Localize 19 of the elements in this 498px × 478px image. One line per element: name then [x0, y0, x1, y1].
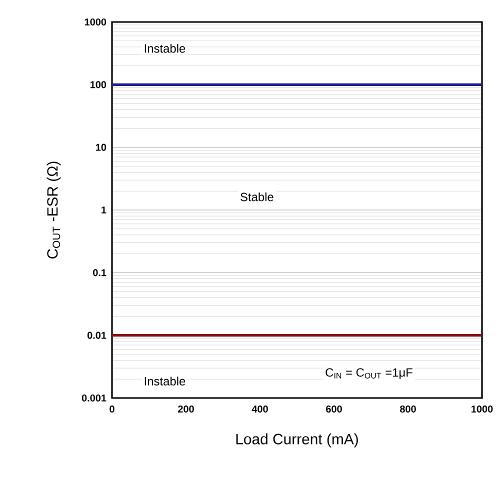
y-tick-label: 0.001 — [82, 394, 106, 402]
y-tick-label: 100 — [90, 81, 106, 88]
x-tick-label: 0 — [110, 406, 114, 413]
x-tick-label: 400 — [252, 406, 268, 413]
x-axis-title: Load Current (mA) — [236, 433, 358, 448]
y-tick-label: 1000 — [84, 18, 106, 26]
annotation: Instable — [144, 44, 186, 53]
x-tick-label: 200 — [178, 406, 194, 413]
y-tick-label: 0.01 — [87, 332, 106, 339]
y-tick-label: 10 — [96, 144, 106, 151]
annotation: Stable — [240, 192, 274, 202]
x-tick-label: 800 — [400, 406, 416, 413]
annotation: Instable — [144, 376, 186, 386]
annotation: C$_{IN}$ = C$_{OUT}$ =1μF — [326, 368, 412, 379]
y-axis-title: C$_{OUT}$ -ESR (Ω) — [46, 162, 61, 258]
x-tick-label: 600 — [326, 406, 342, 413]
y-tick-label: 1 — [102, 206, 106, 214]
x-tick-label: 1000 — [472, 406, 493, 413]
y-tick-label: 0.1 — [93, 269, 106, 276]
